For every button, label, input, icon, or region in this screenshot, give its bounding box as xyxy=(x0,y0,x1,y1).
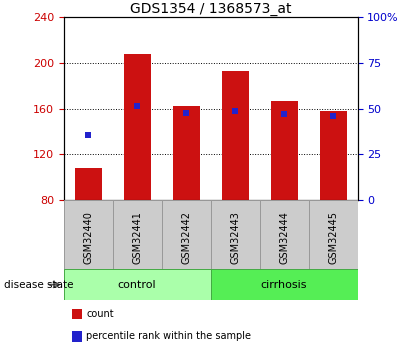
Text: percentile rank within the sample: percentile rank within the sample xyxy=(86,332,251,341)
Bar xyxy=(113,200,162,271)
Bar xyxy=(173,106,200,200)
Text: GSM32444: GSM32444 xyxy=(279,211,289,264)
Text: cirrhosis: cirrhosis xyxy=(261,280,307,289)
Point xyxy=(330,113,336,118)
Bar xyxy=(211,200,260,271)
Point xyxy=(183,110,189,116)
Bar xyxy=(320,111,346,200)
Bar xyxy=(211,269,358,300)
Text: count: count xyxy=(86,309,114,319)
Text: GSM32442: GSM32442 xyxy=(181,211,191,264)
Point xyxy=(232,108,238,114)
Bar xyxy=(270,101,298,200)
Text: GSM32443: GSM32443 xyxy=(230,211,240,264)
Point xyxy=(85,132,92,138)
Point xyxy=(134,104,141,109)
Text: control: control xyxy=(118,280,157,289)
Text: disease state: disease state xyxy=(4,280,74,289)
Bar xyxy=(309,200,358,271)
Bar xyxy=(260,200,309,271)
Bar xyxy=(222,71,249,200)
Bar xyxy=(64,200,113,271)
Text: GSM32441: GSM32441 xyxy=(132,211,142,264)
Bar xyxy=(162,200,211,271)
Bar xyxy=(64,269,210,300)
Title: GDS1354 / 1368573_at: GDS1354 / 1368573_at xyxy=(130,2,291,16)
Bar xyxy=(75,168,102,200)
Point xyxy=(281,112,287,117)
Text: GSM32440: GSM32440 xyxy=(83,211,93,264)
Text: GSM32445: GSM32445 xyxy=(328,211,338,264)
Bar xyxy=(124,54,151,200)
